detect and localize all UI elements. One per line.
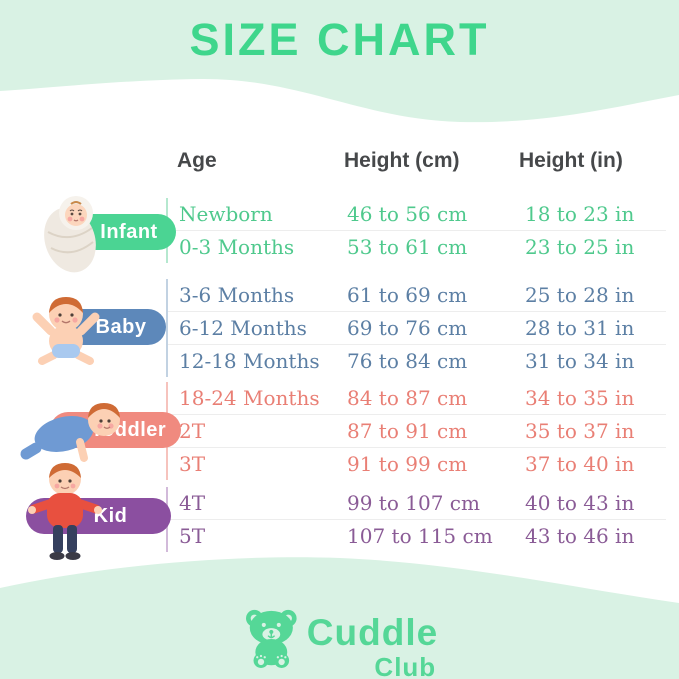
height-cm-cell: 69 to 76 cm — [347, 316, 468, 340]
height-in-cell: 43 to 46 in — [525, 524, 635, 548]
height-cm-cell: 53 to 61 cm — [347, 235, 468, 259]
column-header-age: Age — [177, 149, 217, 172]
height-in-cell: 18 to 23 in — [525, 202, 635, 226]
table-row: 3T 91 to 99 cm 37 to 40 in — [168, 447, 666, 480]
height-cm-cell: 84 to 87 cm — [347, 386, 468, 410]
table-row: 0-3 Months 53 to 61 cm 23 to 25 in — [168, 230, 666, 263]
brand-name-line2: Club — [374, 652, 437, 679]
age-cell: 3T — [179, 452, 206, 476]
swaddled-infant-icon — [44, 196, 96, 273]
page-title: SIZE CHART — [189, 14, 490, 65]
table-row: 12-18 Months 76 to 84 cm 31 to 34 in — [168, 344, 666, 377]
top-wave-background — [0, 0, 679, 123]
height-cm-cell: 76 to 84 cm — [347, 349, 468, 373]
height-in-cell: 31 to 34 in — [525, 349, 635, 373]
height-in-cell: 40 to 43 in — [525, 491, 635, 515]
age-cell: 12-18 Months — [179, 349, 320, 373]
height-in-cell: 25 to 28 in — [525, 283, 635, 307]
height-in-cell: 23 to 25 in — [525, 235, 635, 259]
toddler-figure: Toddler — [16, 392, 181, 466]
crawling-toddler-icon — [20, 403, 120, 462]
standing-kid-icon — [28, 463, 102, 560]
age-cell: 6-12 Months — [179, 316, 307, 340]
height-cm-cell: 107 to 115 cm — [347, 524, 493, 548]
height-in-cell: 37 to 40 in — [525, 452, 635, 476]
age-cell: 0-3 Months — [179, 235, 295, 259]
age-cell: 18-24 Months — [179, 386, 320, 410]
brand-name-line1: Cuddle — [306, 612, 439, 653]
brand-wordmark: Cuddle Club — [307, 606, 438, 679]
table-row: 18-24 Months 84 to 87 cm 34 to 35 in — [168, 382, 666, 414]
height-cm-cell: 87 to 91 cm — [347, 419, 468, 443]
table-row: 2T 87 to 91 cm 35 to 37 in — [168, 414, 666, 447]
brand-footer: Cuddle Club — [241, 606, 438, 679]
group-rows-infant: Newborn 46 to 56 cm 18 to 23 in 0-3 Months 5… — [166, 198, 666, 263]
table-row: Newborn 46 to 56 cm 18 to 23 in — [168, 198, 666, 230]
infant-figure: Infant — [28, 188, 176, 278]
column-header-height-in: Height (in) — [519, 149, 623, 172]
group-rows-toddler: 18-24 Months 84 to 87 cm 34 to 35 in 2T 87 t… — [166, 382, 666, 480]
column-header-height-cm: Height (cm) — [344, 149, 460, 172]
sitting-baby-icon — [32, 297, 100, 365]
table-row: 3-6 Months 61 to 69 cm 25 to 28 in — [168, 279, 666, 311]
table-row: 4T 99 to 107 cm 40 to 43 in — [168, 487, 666, 519]
age-cell: 5T — [179, 524, 206, 548]
group-rows-baby: 3-6 Months 61 to 69 cm 25 to 28 in 6-12 Mon… — [166, 279, 666, 377]
table-row: 5T 107 to 115 cm 43 to 46 in — [168, 519, 666, 552]
age-cell: 4T — [179, 491, 206, 515]
height-cm-cell: 46 to 56 cm — [347, 202, 468, 226]
group-rows-kid: 4T 99 to 107 cm 40 to 43 in 5T 107 to 115 cm… — [166, 487, 666, 552]
height-in-cell: 35 to 37 in — [525, 419, 635, 443]
age-cell: 3-6 Months — [179, 283, 295, 307]
kid-figure: Kid — [20, 457, 171, 567]
age-cell: Newborn — [179, 202, 273, 226]
baby-figure: Baby — [26, 288, 166, 370]
age-cell: 2T — [179, 419, 206, 443]
bottom-wave-background — [0, 557, 679, 679]
height-cm-cell: 99 to 107 cm — [347, 491, 480, 515]
height-cm-cell: 61 to 69 cm — [347, 283, 468, 307]
table-row: 6-12 Months 69 to 76 cm 28 to 31 in — [168, 311, 666, 344]
height-in-cell: 34 to 35 in — [525, 386, 635, 410]
teddy-bear-icon — [245, 609, 297, 668]
height-in-cell: 28 to 31 in — [525, 316, 635, 340]
height-cm-cell: 91 to 99 cm — [347, 452, 468, 476]
